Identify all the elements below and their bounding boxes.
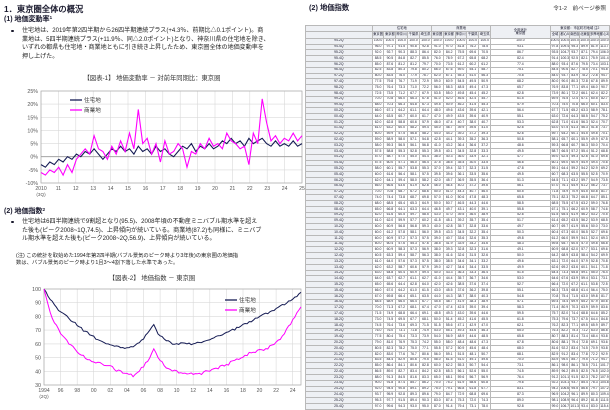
svg-text:80: 80 xyxy=(35,314,41,320)
svg-text:02: 02 xyxy=(107,388,113,394)
svg-text:15%: 15% xyxy=(27,115,38,121)
svg-text:(2Q): (2Q) xyxy=(39,394,49,399)
svg-text:【図表-2】 地価指数 － 東京圏: 【図表-2】 地価指数 － 東京圏 xyxy=(109,273,195,282)
svg-text:16: 16 xyxy=(143,186,149,192)
svg-text:98: 98 xyxy=(74,388,80,394)
svg-text:11: 11 xyxy=(56,186,61,192)
svg-text:商業地: 商業地 xyxy=(239,306,256,314)
svg-text:18: 18 xyxy=(240,388,246,394)
svg-text:【図表-1】 地価変動率 － 対前年同期比：東京圏: 【図表-1】 地価変動率 － 対前年同期比：東京圏 xyxy=(84,73,221,82)
svg-text:商業地: 商業地 xyxy=(84,106,101,114)
svg-text:-5%: -5% xyxy=(29,168,39,174)
svg-text:15: 15 xyxy=(125,186,131,192)
svg-text:20%: 20% xyxy=(27,102,38,108)
svg-text:100: 100 xyxy=(32,287,41,293)
svg-text:12: 12 xyxy=(190,388,196,394)
svg-text:22: 22 xyxy=(247,186,253,192)
svg-text:50: 50 xyxy=(35,356,41,362)
svg-text:住宅地: 住宅地 xyxy=(239,296,256,304)
svg-text:18: 18 xyxy=(177,186,183,192)
svg-text:22: 22 xyxy=(273,388,279,394)
svg-text:(3Q): (3Q) xyxy=(36,192,46,197)
svg-text:08: 08 xyxy=(157,388,163,394)
svg-text:40: 40 xyxy=(35,369,41,375)
svg-text:12: 12 xyxy=(73,186,79,192)
svg-text:14: 14 xyxy=(108,186,114,192)
svg-text:13: 13 xyxy=(90,186,96,192)
svg-text:70: 70 xyxy=(35,328,41,334)
svg-text:14: 14 xyxy=(207,388,213,394)
svg-text:06: 06 xyxy=(141,388,147,394)
svg-text:96: 96 xyxy=(58,388,64,394)
svg-text:24: 24 xyxy=(290,388,296,394)
svg-text:17: 17 xyxy=(160,186,166,192)
svg-text:19: 19 xyxy=(195,186,201,192)
svg-text:10%: 10% xyxy=(27,128,38,134)
svg-text:16: 16 xyxy=(224,388,230,394)
svg-text:20: 20 xyxy=(212,186,218,192)
svg-text:5%: 5% xyxy=(30,142,38,148)
svg-text:0%: 0% xyxy=(30,155,38,161)
svg-text:04: 04 xyxy=(124,388,130,394)
svg-text:住宅地: 住宅地 xyxy=(84,96,101,104)
svg-text:00: 00 xyxy=(91,388,97,394)
svg-text:25%: 25% xyxy=(27,89,38,95)
svg-text:21: 21 xyxy=(230,186,236,192)
svg-text:90: 90 xyxy=(35,301,41,307)
svg-text:60: 60 xyxy=(35,342,41,348)
svg-text:20: 20 xyxy=(257,388,263,394)
svg-text:24: 24 xyxy=(282,186,288,192)
svg-text:23: 23 xyxy=(264,186,270,192)
svg-text:10: 10 xyxy=(174,388,180,394)
